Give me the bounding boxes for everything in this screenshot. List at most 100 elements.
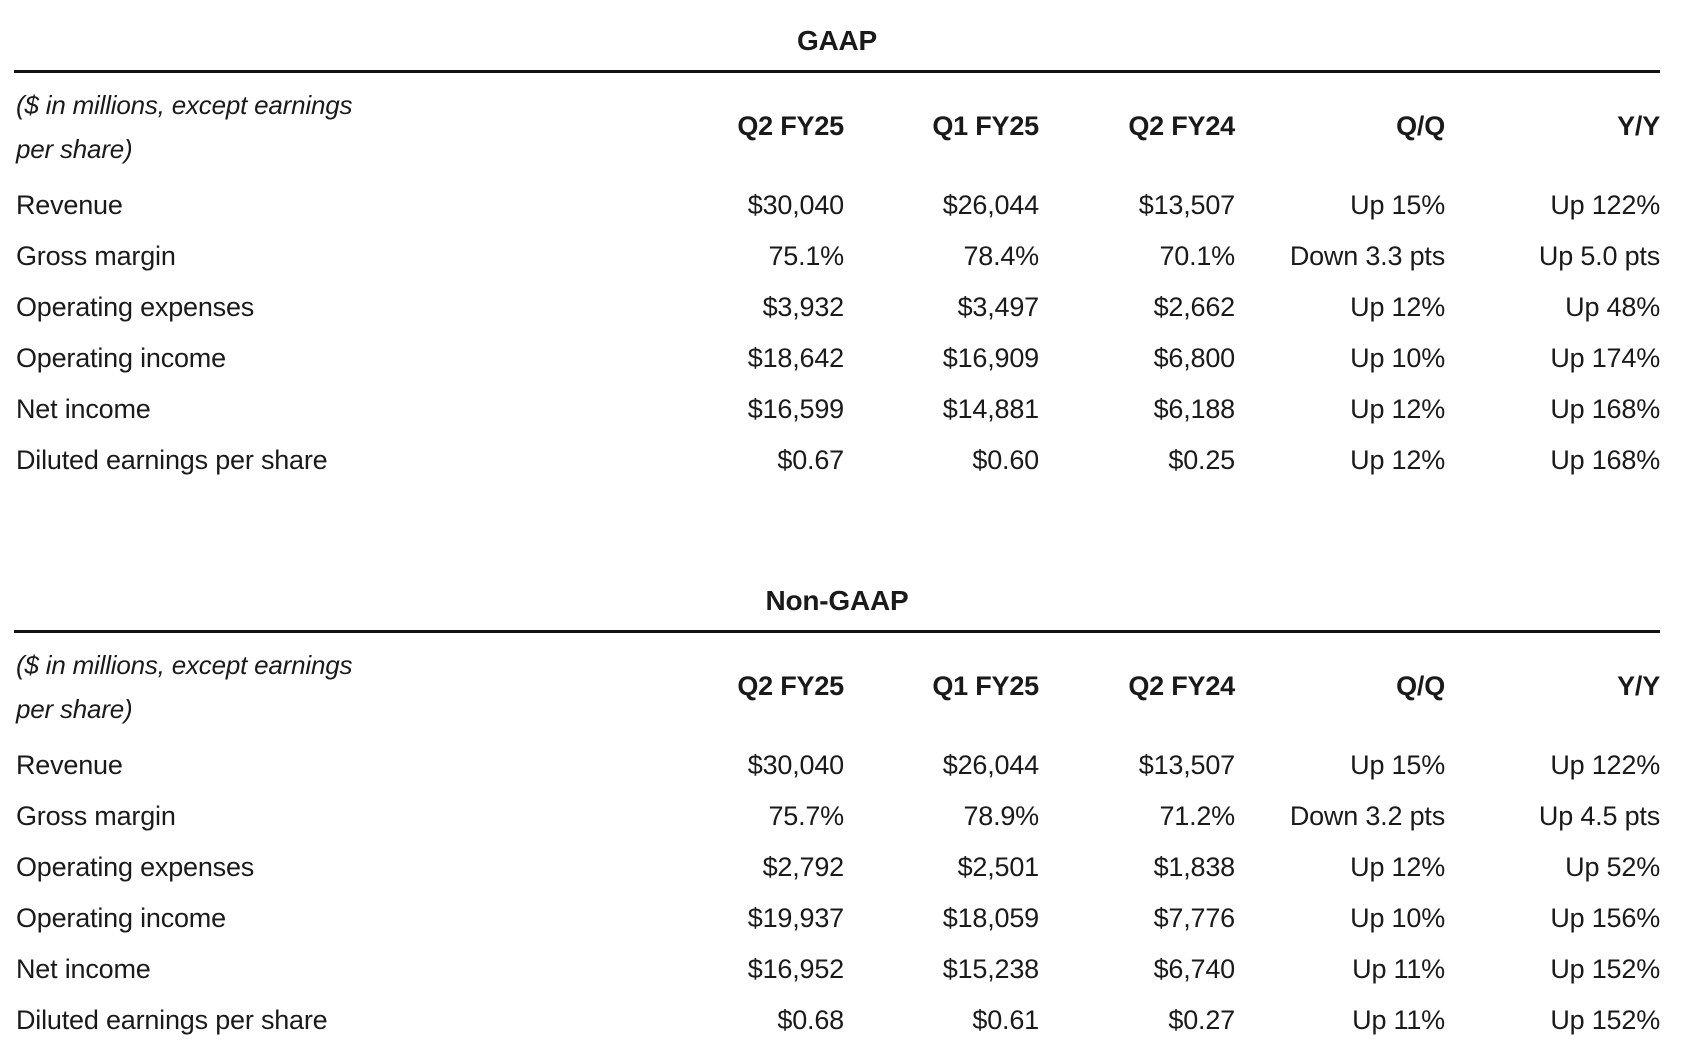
- row-label: Revenue: [16, 190, 123, 220]
- cell-value: Up 52%: [1565, 852, 1660, 882]
- cell-value: Up 12%: [1350, 394, 1445, 424]
- table-row: Gross margin 75.1% 78.4% 70.1% Down 3.3 pts U…: [14, 231, 1660, 282]
- column-header-q2-fy25: Q2 FY25: [737, 111, 844, 141]
- row-label: Diluted earnings per share: [16, 1005, 328, 1035]
- gaap-table-body: Revenue $30,040 $26,044 $13,507 Up 15% Up 122…: [14, 180, 1660, 486]
- cell-value: $3,932: [762, 292, 845, 322]
- row-label: Revenue: [16, 750, 123, 780]
- units-note-line2: per share): [16, 133, 133, 164]
- cell-value: $2,501: [957, 852, 1040, 882]
- cell-value: $18,642: [747, 343, 844, 373]
- table-row: Revenue $30,040 $26,044 $13,507 Up 15% Up 122…: [14, 180, 1660, 231]
- cell-value: Up 11%: [1352, 954, 1445, 984]
- table-row: Gross margin 75.7% 78.9% 71.2% Down 3.2 pts U…: [14, 791, 1660, 842]
- row-label: Operating expenses: [16, 852, 255, 882]
- table-row: Operating income $18,642 $16,909 $6,800 Up 1…: [14, 333, 1660, 384]
- cell-value: 75.7%: [768, 801, 844, 831]
- cell-value: $2,662: [1153, 292, 1236, 322]
- cell-value: $30,040: [747, 190, 844, 220]
- row-label: Net income: [16, 394, 151, 424]
- row-label: Operating income: [16, 903, 226, 933]
- column-header-q2-fy25: Q2 FY25: [737, 671, 844, 701]
- cell-value: $1,838: [1153, 852, 1236, 882]
- cell-value: Up 5.0 pts: [1538, 241, 1660, 271]
- units-note-line1: ($ in millions, except earnings: [16, 649, 353, 680]
- gaap-section: GAAP ($ in millions, except earnings per…: [14, 27, 1660, 486]
- non-gaap-table-title: Non-GAAP: [765, 585, 909, 616]
- cell-value: Up 168%: [1550, 445, 1660, 475]
- column-header-yy: Y/Y: [1617, 671, 1660, 701]
- table-row: Operating expenses $2,792 $2,501 $1,838 Up 1…: [14, 842, 1660, 893]
- cell-value: Up 12%: [1350, 852, 1445, 882]
- cell-value: $0.60: [972, 445, 1039, 475]
- column-header-q1-fy25: Q1 FY25: [932, 111, 1039, 141]
- cell-value: Up 10%: [1350, 903, 1445, 933]
- table-row: Operating income $19,937 $18,059 $7,776 Up 1…: [14, 893, 1660, 944]
- table-row: Net income $16,599 $14,881 $6,188 Up 12% Up 1…: [14, 384, 1660, 435]
- column-header-yy: Y/Y: [1617, 111, 1660, 141]
- column-header-qq: Q/Q: [1396, 671, 1445, 701]
- cell-value: $6,800: [1153, 343, 1236, 373]
- cell-value: $0.25: [1168, 445, 1235, 475]
- cell-value: $19,937: [747, 903, 844, 933]
- units-note-line2: per share): [16, 693, 133, 724]
- table-row: Operating expenses $3,932 $3,497 $2,662 Up 1…: [14, 282, 1660, 333]
- non-gaap-table: ($ in millions, except earnings per shar…: [14, 630, 1660, 1046]
- cell-value: Up 12%: [1350, 292, 1445, 322]
- column-header-qq: Q/Q: [1396, 111, 1445, 141]
- units-note: ($ in millions, except earnings per shar…: [14, 632, 446, 741]
- cell-value: Down 3.2 pts: [1289, 801, 1445, 831]
- row-label: Gross margin: [16, 801, 176, 831]
- cell-value: $14,881: [942, 394, 1039, 424]
- cell-value: $13,507: [1138, 750, 1235, 780]
- cell-value: Up 152%: [1550, 1005, 1660, 1035]
- cell-value: Up 4.5 pts: [1538, 801, 1660, 831]
- cell-value: Up 11%: [1352, 1005, 1445, 1035]
- cell-value: Up 174%: [1550, 343, 1660, 373]
- cell-value: $6,740: [1153, 954, 1236, 984]
- cell-value: Up 122%: [1550, 190, 1660, 220]
- cell-value: Up 122%: [1550, 750, 1660, 780]
- column-header-q1-fy25: Q1 FY25: [932, 671, 1039, 701]
- cell-value: $15,238: [942, 954, 1039, 984]
- cell-value: 71.2%: [1159, 801, 1235, 831]
- cell-value: $16,909: [942, 343, 1039, 373]
- cell-value: $13,507: [1138, 190, 1235, 220]
- row-label: Diluted earnings per share: [16, 445, 328, 475]
- cell-value: 70.1%: [1159, 241, 1235, 271]
- units-note: ($ in millions, except earnings per shar…: [14, 72, 446, 181]
- non-gaap-section: Non-GAAP ($ in millions, except earnings…: [14, 587, 1660, 1046]
- cell-value: $6,188: [1153, 394, 1236, 424]
- table-row: Diluted earnings per share $0.67 $0.60 $0.2…: [14, 435, 1660, 486]
- cell-value: $0.68: [777, 1005, 844, 1035]
- row-label: Operating expenses: [16, 292, 255, 322]
- cell-value: Up 156%: [1550, 903, 1660, 933]
- cell-value: $0.67: [777, 445, 844, 475]
- cell-value: Up 48%: [1565, 292, 1660, 322]
- gaap-header-row: ($ in millions, except earnings per shar…: [14, 72, 1660, 181]
- cell-value: $0.61: [972, 1005, 1039, 1035]
- non-gaap-table-body: Revenue $30,040 $26,044 $13,507 Up 15% Up 122…: [14, 740, 1660, 1046]
- cell-value: $2,792: [762, 852, 845, 882]
- column-header-q2-fy24: Q2 FY24: [1128, 111, 1235, 141]
- cell-value: Down 3.3 pts: [1289, 241, 1445, 271]
- column-header-q2-fy24: Q2 FY24: [1128, 671, 1235, 701]
- cell-value: $7,776: [1153, 903, 1236, 933]
- cell-value: $18,059: [942, 903, 1039, 933]
- cell-value: Up 168%: [1550, 394, 1660, 424]
- cell-value: Up 10%: [1350, 343, 1445, 373]
- cell-value: 78.4%: [963, 241, 1039, 271]
- cell-value: $16,599: [747, 394, 844, 424]
- units-note-line1: ($ in millions, except earnings: [16, 89, 353, 120]
- table-row: Net income $16,952 $15,238 $6,740 Up 11% Up 1…: [14, 944, 1660, 995]
- cell-value: 78.9%: [963, 801, 1039, 831]
- cell-value: Up 15%: [1350, 750, 1445, 780]
- cell-value: $3,497: [957, 292, 1040, 322]
- cell-value: Up 12%: [1350, 445, 1445, 475]
- row-label: Operating income: [16, 343, 226, 373]
- cell-value: $0.27: [1168, 1005, 1235, 1035]
- gaap-table-title: GAAP: [796, 25, 878, 56]
- gaap-table: ($ in millions, except earnings per shar…: [14, 70, 1660, 486]
- table-row: Diluted earnings per share $0.68 $0.61 $0.2…: [14, 995, 1660, 1046]
